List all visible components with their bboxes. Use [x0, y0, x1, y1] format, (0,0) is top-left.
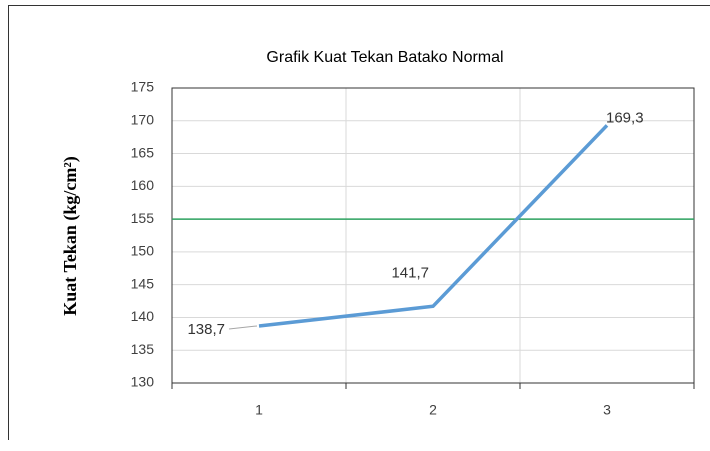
y-tick-label: 150 — [131, 243, 155, 259]
y-tick-label: 160 — [131, 177, 155, 193]
data-label: 169,3 — [606, 109, 644, 126]
data-label: 138,7 — [187, 321, 225, 338]
x-tick-label: 2 — [429, 402, 437, 418]
y-tick-label: 135 — [131, 341, 155, 357]
x-tick-label: 1 — [255, 402, 263, 418]
y-tick-label: 145 — [131, 275, 155, 291]
y-tick-label: 170 — [131, 111, 155, 127]
data-label: 141,7 — [391, 264, 429, 281]
y-tick-label: 130 — [131, 374, 155, 390]
data-line — [258, 124, 609, 328]
leader-line — [228, 325, 258, 330]
y-axis-label: Kuat Tekan (kg/cm²) — [60, 156, 81, 315]
y-tick-label: 175 — [131, 79, 155, 95]
y-tick-label: 165 — [131, 144, 155, 160]
x-tick-label: 3 — [603, 402, 611, 418]
y-tick-label: 140 — [131, 308, 155, 324]
y-tick-label: 155 — [131, 210, 155, 226]
plot-border — [171, 87, 695, 384]
chart-title: Grafik Kuat Tekan Batako Normal — [266, 49, 503, 66]
